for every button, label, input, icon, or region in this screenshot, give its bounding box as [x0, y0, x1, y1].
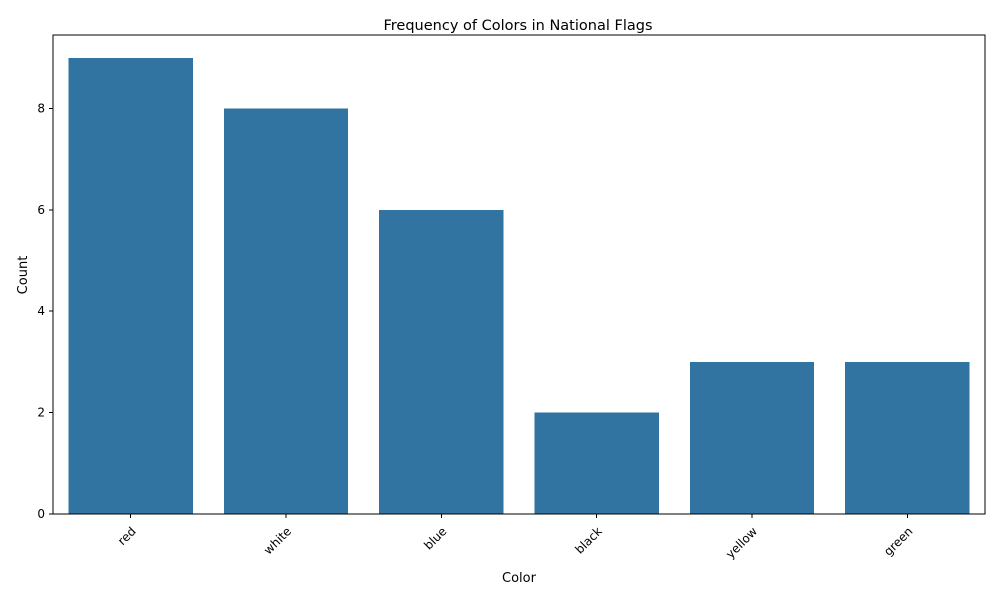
y-tick-label: 6	[37, 203, 45, 217]
x-tick-label: yellow	[723, 524, 760, 561]
x-tick-label: green	[881, 524, 915, 558]
bar-white	[223, 108, 349, 515]
y-axis-ticks: 0 2 4 6 8	[37, 101, 53, 521]
x-axis-ticks: red white blue black yellow green	[115, 514, 915, 561]
x-tick-label: red	[115, 524, 139, 548]
x-axis-label: Color	[502, 571, 537, 586]
y-tick-label: 8	[37, 101, 45, 115]
plot-frame	[52, 34, 986, 515]
x-tick-label: white	[261, 524, 294, 557]
bar-blue	[379, 209, 504, 514]
y-axis-label: Count	[16, 256, 31, 295]
y-tick-label: 0	[37, 507, 45, 521]
bars-group	[68, 57, 970, 515]
x-tick-label: blue	[421, 524, 449, 552]
bar-yellow	[689, 361, 815, 514]
bar-red	[68, 57, 193, 515]
chart-title: Frequency of Colors in National Flags	[384, 18, 653, 34]
bar-black	[534, 412, 659, 514]
y-tick-label: 2	[37, 406, 45, 420]
bar-green	[845, 361, 970, 514]
x-tick-label: black	[572, 524, 604, 556]
y-tick-label: 4	[37, 304, 45, 318]
